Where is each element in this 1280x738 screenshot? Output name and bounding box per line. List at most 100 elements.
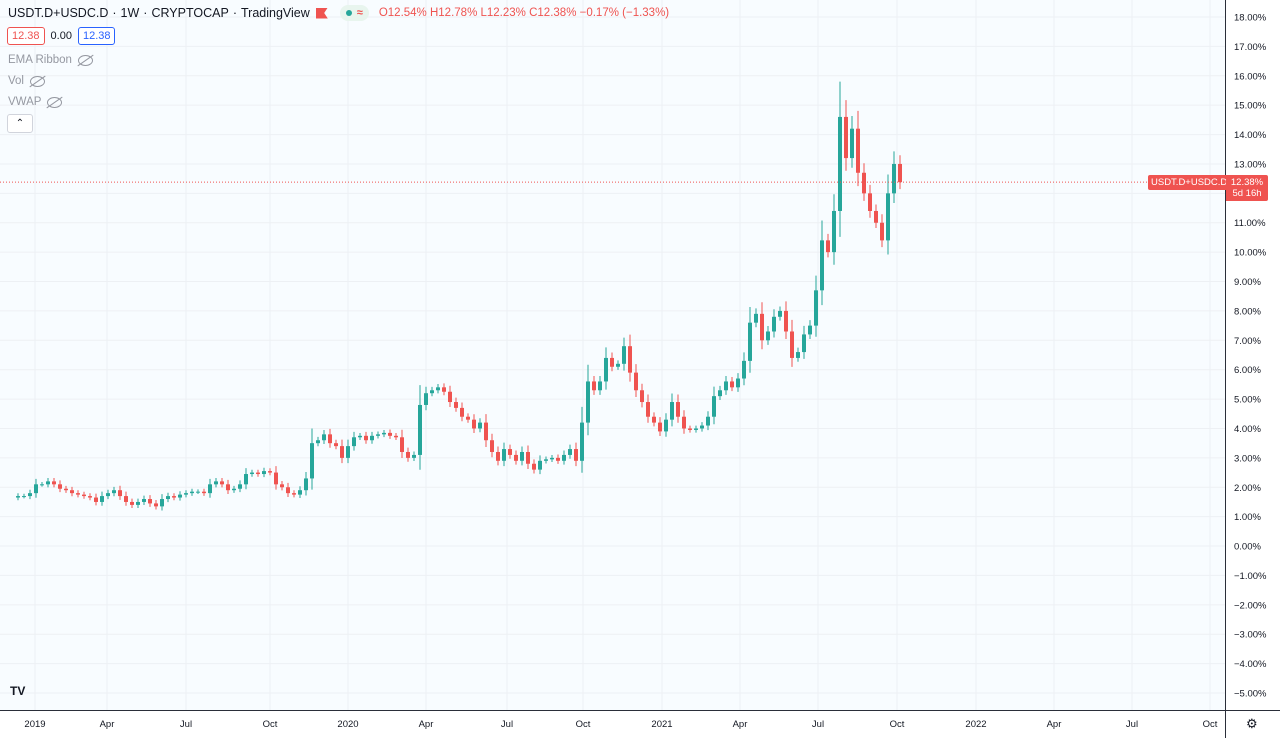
candle-body — [478, 422, 482, 429]
symbol-label[interactable]: USDT.D+USDC.D — [8, 6, 109, 20]
candle-body — [178, 494, 182, 498]
y-tick-label: 3.00% — [1234, 453, 1261, 464]
indicator-vol[interactable]: Vol — [8, 75, 45, 87]
candle-body — [802, 334, 806, 353]
x-tick-label: Apr — [100, 719, 115, 730]
bid-button[interactable]: 12.38 — [7, 27, 45, 45]
candle-body — [556, 457, 560, 461]
candle-body — [532, 463, 536, 470]
candle-body — [766, 331, 770, 341]
candle-body — [592, 381, 596, 391]
candle-body — [310, 443, 314, 479]
open-value: O12.54% — [378, 7, 427, 19]
y-tick-label: 16.00% — [1234, 71, 1267, 82]
spread-value: 0.00 — [50, 30, 72, 42]
candle-body — [22, 496, 26, 498]
candle-body — [124, 496, 128, 502]
time-axis[interactable]: 2019 Apr Jul Oct 2020 Apr Jul Oct 2021 Apr Jul Oct 2… — [0, 710, 1225, 738]
y-tick-label: 1.00% — [1234, 512, 1261, 523]
tradingview-logo-icon[interactable]: TV — [10, 684, 26, 698]
x-tick-label: 2020 — [337, 719, 358, 730]
candle-body — [286, 487, 290, 494]
interval-label[interactable]: 1W — [120, 6, 140, 20]
candle-body — [616, 363, 620, 367]
candle-body — [346, 446, 350, 458]
y-tick-label: −3.00% — [1234, 630, 1267, 641]
y-tick-label: −5.00% — [1234, 689, 1267, 700]
flag-icon[interactable] — [315, 7, 328, 19]
collapse-legend-button[interactable]: ⌃ — [7, 114, 33, 133]
candle-body — [550, 457, 554, 460]
candle-body — [640, 390, 644, 403]
gear-icon[interactable]: ⚙ — [1246, 716, 1258, 731]
candle-body — [262, 471, 266, 475]
candle-body — [52, 481, 56, 485]
candle-body — [676, 402, 680, 417]
candle-body — [46, 481, 50, 485]
candle-body — [358, 435, 362, 438]
candle-body — [580, 422, 584, 461]
candle-body — [16, 496, 20, 498]
candle-body — [730, 381, 734, 388]
y-tick-label: 0.00% — [1234, 542, 1261, 553]
price-line-label: USDT.D+USDC.D — [1148, 175, 1231, 190]
candle-body — [736, 378, 740, 388]
eye-off-icon[interactable] — [47, 96, 63, 108]
candle-body — [94, 497, 98, 502]
indicator-vwap[interactable]: VWAP — [8, 96, 63, 108]
eye-off-icon[interactable] — [77, 54, 93, 66]
x-tick-label: Apr — [733, 719, 748, 730]
candle-body — [496, 451, 500, 461]
candle-body — [892, 163, 896, 194]
candle-body — [472, 419, 476, 429]
candle-body — [772, 316, 776, 332]
x-tick-label: Oct — [576, 719, 591, 730]
candle-body — [544, 459, 548, 461]
candle-body — [118, 490, 122, 497]
candle-body — [160, 499, 164, 507]
candle-body — [238, 484, 242, 489]
candle-body — [820, 240, 824, 291]
price-chart-plot[interactable] — [0, 0, 1225, 710]
change-value: −0.17% (−1.33%) — [579, 7, 670, 19]
eye-off-icon[interactable] — [30, 75, 45, 87]
candle-body — [694, 428, 698, 430]
y-tick-label: −1.00% — [1234, 571, 1267, 582]
candle-body — [382, 432, 386, 435]
candle-body — [874, 210, 878, 223]
candle-body — [292, 493, 296, 495]
candle-body — [412, 454, 416, 458]
y-tick-label: 5.00% — [1234, 395, 1261, 406]
candle-body — [388, 432, 392, 436]
candle-body — [64, 488, 68, 491]
candle-body — [76, 493, 80, 495]
candle-body — [484, 422, 488, 441]
market-status-pill[interactable]: ≈ — [339, 5, 369, 21]
candle-body — [166, 496, 170, 500]
candle-body — [586, 381, 590, 423]
ask-button[interactable]: 12.38 — [77, 27, 116, 45]
candle-body — [508, 449, 512, 455]
x-tick-label: Jul — [812, 719, 824, 730]
candle-body — [88, 496, 92, 498]
candle-body — [370, 435, 374, 441]
price-axis[interactable]: 18.00%17.00%16.00%15.00%14.00%13.00%12.0… — [1225, 0, 1280, 710]
indicator-ema-ribbon[interactable]: EMA Ribbon — [8, 54, 93, 66]
x-tick-label: Oct — [263, 719, 278, 730]
candle-body — [742, 360, 746, 379]
candle-body — [610, 357, 614, 367]
close-value: C12.38% — [529, 7, 577, 19]
candle-body — [40, 484, 44, 486]
candle-body — [502, 449, 506, 461]
y-tick-label: 8.00% — [1234, 306, 1261, 317]
candle-body — [274, 472, 278, 485]
candle-body — [172, 496, 176, 498]
candle-body — [706, 416, 710, 426]
x-tick-label: Jul — [180, 719, 192, 730]
y-tick-label: −4.00% — [1234, 659, 1267, 670]
candle-body — [880, 222, 884, 241]
candle-body — [898, 163, 902, 183]
low-value: L12.23% — [480, 7, 526, 19]
status-dot-icon — [345, 10, 352, 16]
y-tick-label: 11.00% — [1234, 218, 1266, 229]
